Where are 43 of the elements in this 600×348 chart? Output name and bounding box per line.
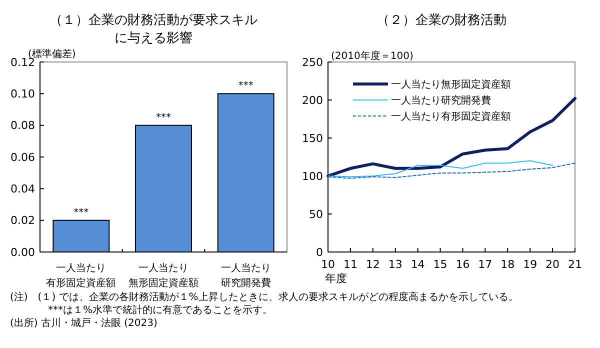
x-tick-label: 一人当たり研究開発費 — [220, 262, 271, 289]
line-series — [326, 96, 576, 178]
x-tick-label: 21 — [568, 258, 582, 271]
text: ***は１%水準で統計的に有意であることを示す。 — [48, 304, 273, 316]
x-tick-label: 14 — [410, 258, 425, 271]
data-label: *** — [238, 80, 254, 92]
x-tick-label: 一人当たり無形固定資産額 — [128, 262, 198, 289]
x-tick-label: 15 — [433, 258, 448, 271]
x-tick-label: 17 — [478, 258, 492, 271]
line-series — [328, 162, 576, 179]
y-tick-label: 200 — [302, 94, 323, 107]
y-tick-label: 0 — [316, 246, 323, 259]
x-tick-label: 19 — [523, 258, 538, 271]
legend-label: 一人当たり無形固定資産額 — [391, 78, 511, 90]
text: (注) (１) では、企業の各財務活動が１%上昇したときに、求人の要求スキルがどの程度高まるかを示している。 — [10, 291, 518, 303]
chart-title: （１）企業の財務活動が要求スキルに与える影響 — [50, 13, 258, 46]
y-tick-label: 100 — [302, 170, 323, 183]
y-tick-label: 250 — [302, 56, 323, 69]
x-axis-title: 年度 — [325, 272, 347, 285]
chart-title: （２）企業の財務活動 — [376, 13, 506, 28]
legend-label: 一人当たり有形固定資産額 — [391, 110, 511, 122]
x-tick-label: 13 — [388, 258, 402, 271]
x-tick-label: 16 — [456, 258, 470, 271]
y-tick-label: 0.04 — [10, 182, 35, 196]
y-tick-label: 0.08 — [10, 119, 35, 132]
legend-label: 一人当たり研究開発費 — [391, 94, 491, 106]
y-tick-label: 0.00 — [10, 246, 35, 259]
data-label: *** — [74, 207, 89, 218]
line-series — [328, 160, 554, 178]
y-tick-label: 0.06 — [10, 150, 35, 164]
x-tick-label: 10 — [321, 258, 335, 271]
y-tick-label: 0.10 — [10, 88, 35, 101]
x-tick-label: 一人当たり有形固定資産額 — [46, 262, 116, 289]
y-tick-label: 0.02 — [10, 214, 35, 228]
x-tick-label: 11 — [343, 258, 358, 271]
y-tick-label: 50 — [309, 208, 323, 221]
x-tick-label: 20 — [546, 258, 560, 271]
text: (出所) 古川・城戸・法眼 (2023) — [10, 317, 158, 329]
y-tick-label: 150 — [302, 132, 323, 145]
data-label: *** — [156, 112, 171, 124]
x-tick-label: 18 — [500, 258, 515, 271]
x-tick-label: 12 — [366, 258, 380, 271]
y-axis-title: (2010年度＝100) — [331, 50, 414, 62]
